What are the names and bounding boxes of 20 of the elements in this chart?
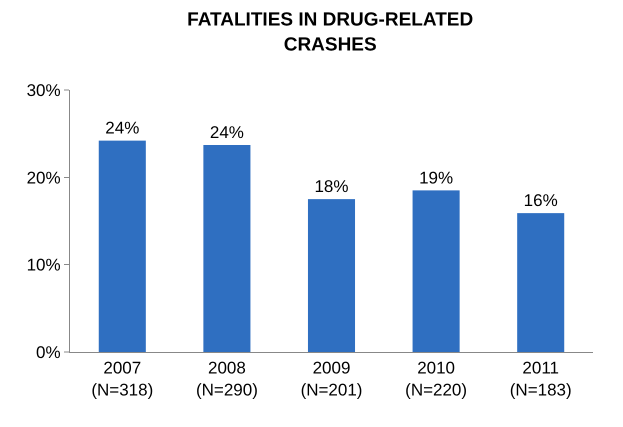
data-label: 19% bbox=[419, 168, 454, 188]
x-tick-label: 2010 (N=220) bbox=[405, 358, 468, 400]
y-tick-label: 30% bbox=[26, 80, 61, 100]
x-tick-label: 2009 (N=201) bbox=[300, 358, 362, 400]
y-tick-label: 20% bbox=[26, 168, 61, 188]
y-tick-label: 0% bbox=[36, 342, 61, 362]
data-label: 24% bbox=[210, 123, 244, 142]
x-tick-label: 2011 (N=183) bbox=[510, 358, 572, 400]
x-tick-label: 2007 (N=318) bbox=[91, 358, 154, 400]
bar bbox=[308, 199, 356, 352]
data-label: 24% bbox=[105, 118, 140, 138]
bar bbox=[517, 213, 564, 352]
y-tick-label: 10% bbox=[26, 256, 61, 275]
chart-title: FATALITIES IN DRUG-RELATED CRASHES bbox=[187, 10, 474, 56]
x-tick-label: 2008 (N=290) bbox=[196, 358, 258, 400]
bar bbox=[98, 140, 146, 352]
bar bbox=[203, 145, 250, 352]
data-label: 18% bbox=[314, 177, 349, 196]
bar bbox=[412, 190, 460, 352]
data-label: 16% bbox=[524, 191, 558, 210]
